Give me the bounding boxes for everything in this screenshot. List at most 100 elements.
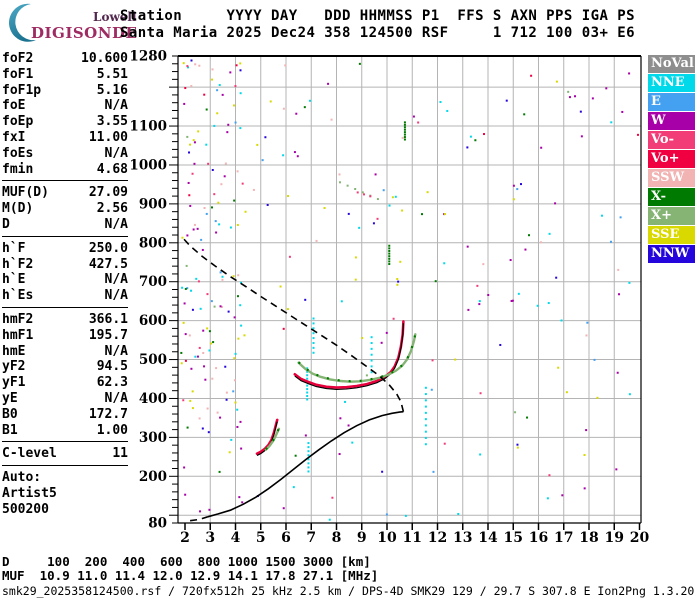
noise-echo-dot	[399, 260, 402, 263]
true-height-profile-bottomside	[207, 410, 404, 518]
streak-echo-dot	[306, 370, 309, 373]
param-label: M(D)	[2, 201, 34, 217]
noise-echo-dot	[217, 201, 220, 204]
noise-echo-dot	[323, 207, 326, 210]
legend-item-x: X-	[648, 188, 695, 206]
param-label: B1	[2, 422, 18, 438]
status-line: smk29_2025358124500.rsf / 720fx512h 25 k…	[2, 584, 695, 598]
param-row-fxi: fxI 11.00	[2, 130, 128, 146]
param-row-b0: B0 172.7	[2, 407, 128, 423]
param-row-d: D N/A	[2, 217, 128, 233]
param-value: N/A	[104, 343, 128, 359]
noise-echo-dot	[206, 407, 209, 410]
noise-echo-dot	[196, 227, 199, 230]
noise-echo-dot	[466, 245, 469, 248]
param-label: hmF2	[2, 311, 34, 327]
noise-echo-dot	[469, 135, 472, 138]
noise-echo-dot	[236, 425, 239, 428]
param-label: D	[2, 216, 10, 232]
noise-echo-dot	[237, 274, 240, 277]
noise-echo-dot	[446, 109, 449, 112]
noise-echo-dot	[220, 305, 223, 308]
streak-echo-dot	[424, 418, 427, 421]
noise-echo-dot	[568, 96, 571, 99]
param-row-foep: foEp 3.55	[2, 114, 128, 130]
noise-echo-dot	[186, 135, 189, 138]
noise-echo-dot	[392, 317, 395, 320]
x-tick-label: 2	[180, 530, 190, 546]
noise-echo-dot	[548, 232, 551, 235]
noise-echo-dot	[616, 371, 619, 374]
noise-echo-dot	[561, 494, 564, 497]
noise-echo-dot	[454, 358, 457, 361]
y-tick-label: 500	[139, 352, 167, 368]
param-row-hf2: h`F2 427.5	[2, 257, 128, 273]
streak-echo-dot	[307, 462, 310, 465]
legend-item-x: X+	[648, 207, 695, 225]
streak-echo-dot	[403, 128, 406, 131]
noise-echo-dot	[512, 198, 515, 201]
streak-echo-dot	[403, 133, 406, 136]
noise-echo-dot	[376, 217, 379, 220]
noise-echo-dot	[186, 234, 189, 237]
noise-echo-dot	[238, 496, 241, 499]
noise-echo-dot	[187, 181, 190, 184]
streak-echo-dot	[307, 446, 310, 449]
noise-echo-dot	[527, 234, 530, 237]
noise-echo-dot	[208, 330, 211, 333]
streak-echo-dot	[424, 393, 427, 396]
streak-echo-dot	[312, 351, 315, 354]
noise-echo-dot	[347, 212, 350, 215]
noise-echo-dot	[557, 366, 560, 369]
param-label: foF2	[2, 51, 34, 66]
noise-echo-dot	[225, 391, 228, 394]
noise-echo-dot	[180, 351, 183, 354]
divider	[2, 441, 128, 443]
noise-echo-dot	[567, 90, 570, 93]
noise-echo-dot	[229, 71, 232, 74]
noise-echo-dot	[526, 416, 529, 419]
noise-echo-dot	[185, 264, 188, 267]
noise-echo-dot	[194, 63, 197, 66]
noise-echo-dot	[361, 337, 364, 340]
noise-echo-dot	[239, 281, 242, 284]
streak-echo-dot	[307, 450, 310, 453]
noise-echo-dot	[565, 391, 568, 394]
x-tick-label: 16	[529, 530, 548, 546]
streak-echo-dot	[370, 353, 373, 356]
noise-echo-dot	[199, 510, 202, 513]
noise-echo-dot	[210, 300, 213, 303]
noise-echo-dot	[187, 66, 190, 69]
noise-echo-dot	[546, 497, 549, 500]
noise-echo-dot	[457, 513, 460, 516]
noise-echo-dot	[443, 442, 446, 445]
streak-echo-dot	[307, 442, 310, 445]
f1-x-mode-echo-trace-dots	[265, 427, 280, 451]
param-row-auto: Auto:	[2, 470, 128, 486]
streak-echo-dot	[306, 398, 309, 401]
noise-echo-dot	[296, 155, 299, 158]
noise-echo-dot	[225, 398, 228, 401]
legend-item-w: W	[648, 112, 695, 130]
legend-item-ssw: SSW	[648, 169, 695, 187]
noise-echo-dot	[221, 278, 224, 281]
noise-echo-dot	[282, 107, 285, 110]
noise-echo-dot	[184, 87, 187, 90]
x-tick-label: 12	[428, 530, 447, 546]
param-value: 195.7	[88, 327, 128, 343]
param-row-b1: B1 1.00	[2, 423, 128, 439]
noise-echo-dot	[478, 303, 481, 306]
x-tick-label: 10	[377, 530, 397, 546]
noise-echo-dot	[221, 93, 224, 96]
x-tick-label: 11	[403, 530, 422, 546]
noise-echo-dot	[339, 417, 342, 420]
streak-echo-dot	[306, 388, 309, 391]
noise-echo-dot	[372, 222, 375, 225]
param-value: N/A	[104, 145, 128, 161]
streak-echo-dot	[306, 395, 309, 398]
param-value: N/A	[104, 216, 128, 232]
noise-echo-dot	[184, 287, 187, 290]
noise-echo-dot	[516, 188, 519, 191]
noise-echo-dot	[207, 431, 210, 434]
f2-o-mode-echo-trace-fit	[294, 323, 404, 390]
